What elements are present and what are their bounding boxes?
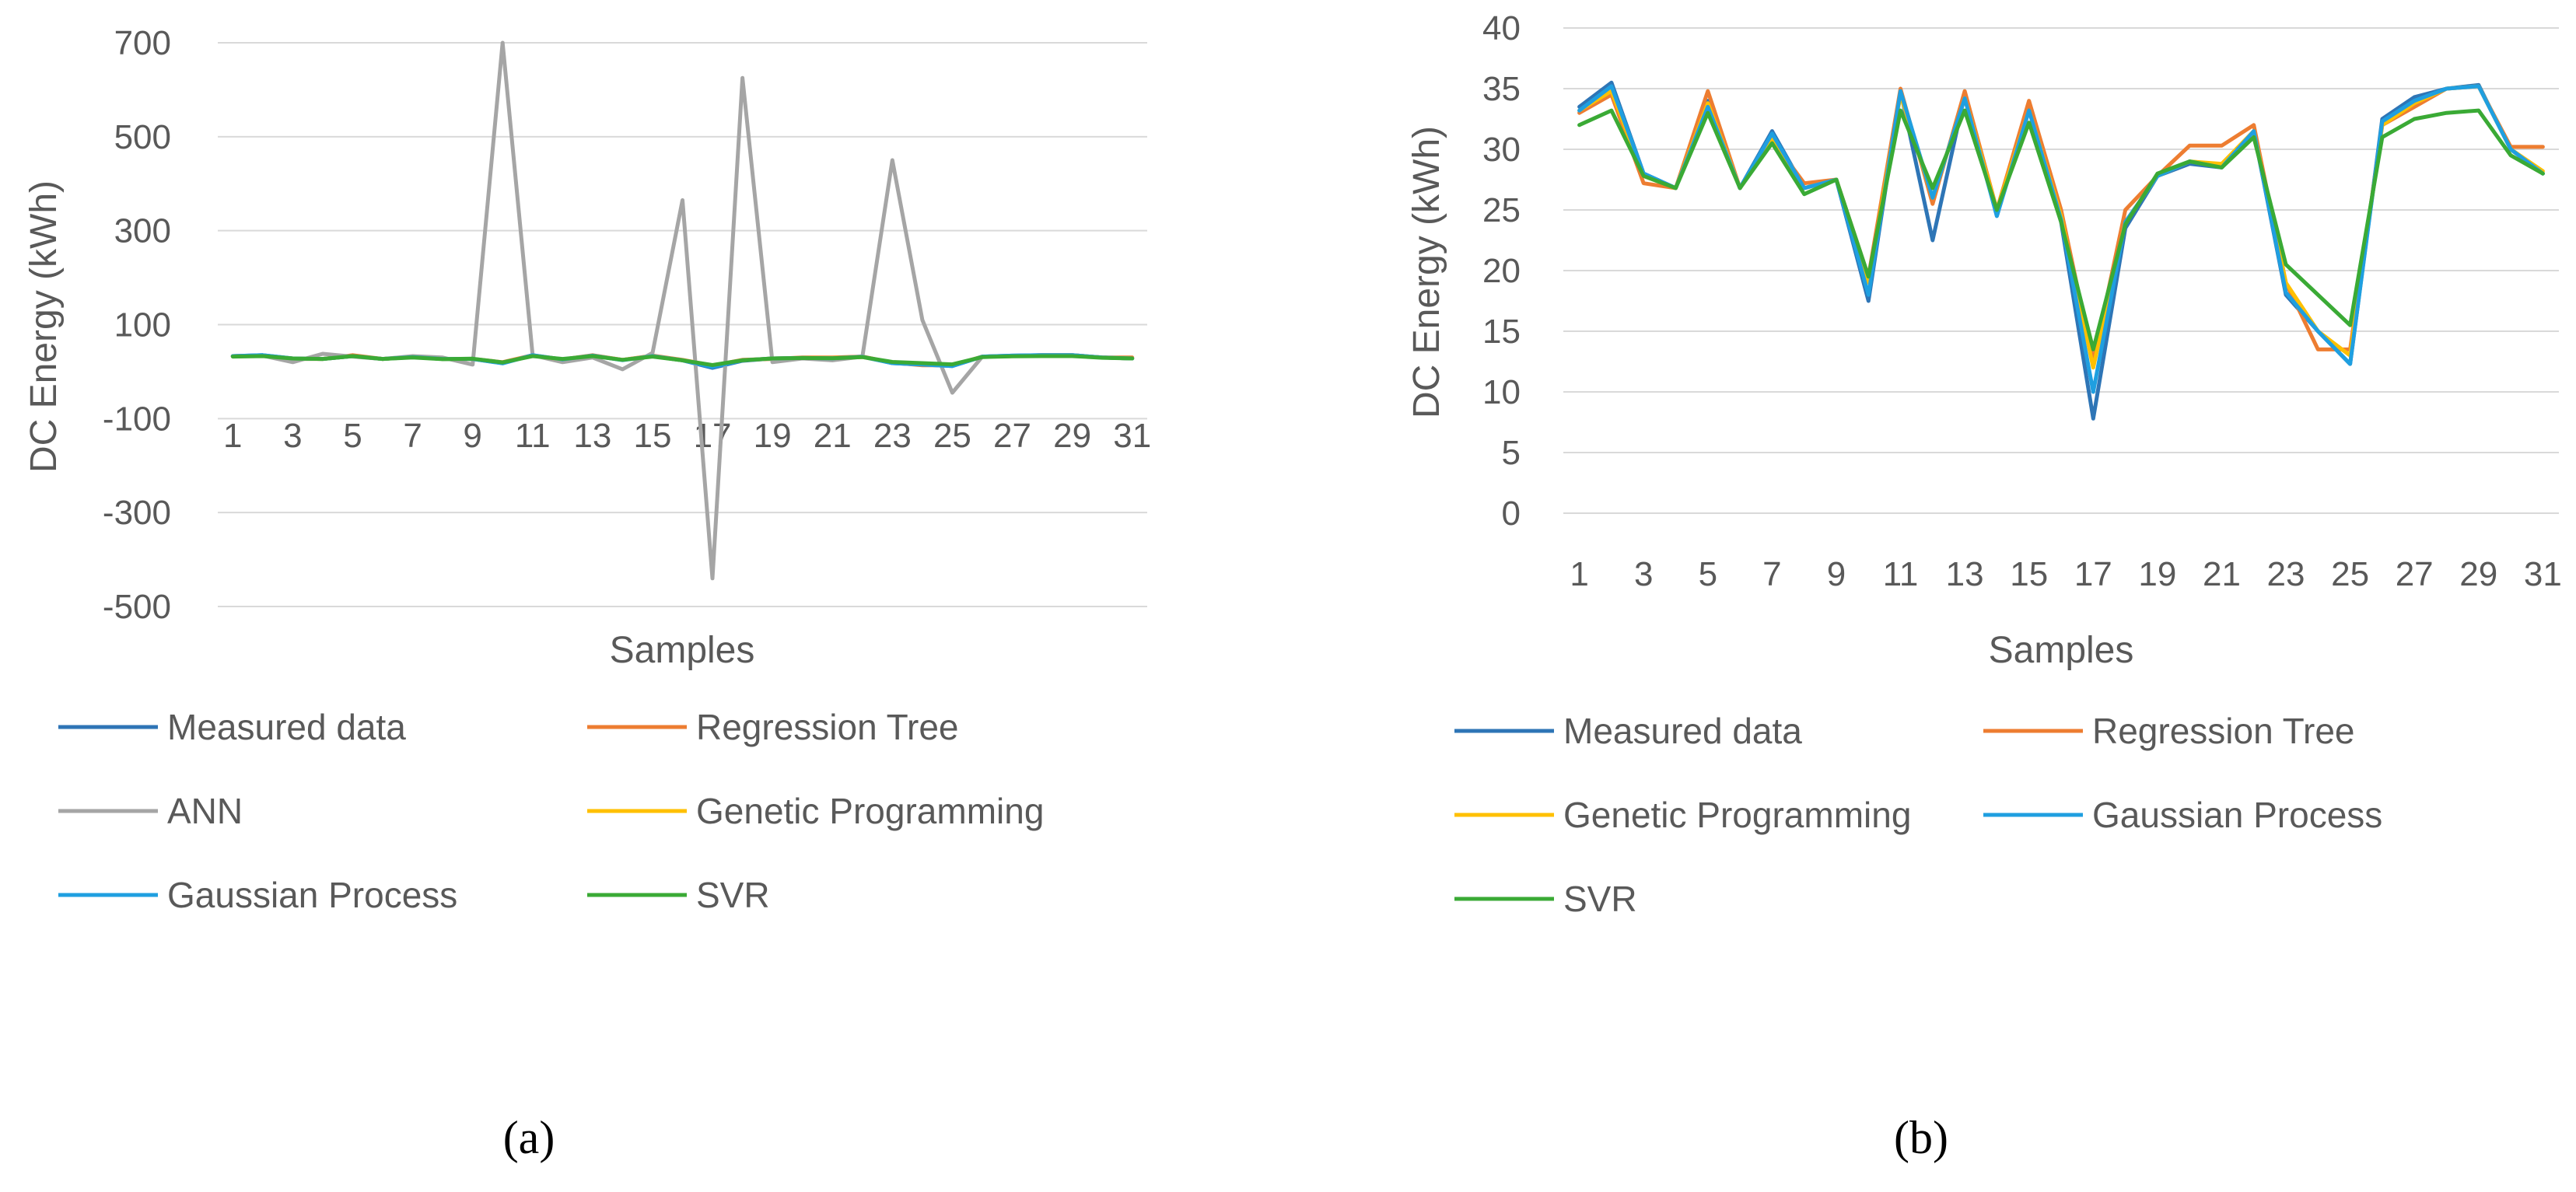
- x-tick-label-a-3: 7: [403, 417, 422, 455]
- x-tick-label-a-10: 21: [814, 417, 852, 455]
- x-tick-label-b-5: 11: [1883, 555, 1919, 593]
- x-tick-label-b-1: 3: [1634, 555, 1653, 593]
- y-tick-label-a-4: -100: [103, 400, 171, 438]
- x-tick-label-b-11: 23: [2267, 555, 2305, 593]
- x-tick-label-b-8: 17: [2074, 555, 2112, 593]
- x-tick-label-a-6: 13: [573, 417, 611, 455]
- x-tick-label-b-10: 21: [2203, 555, 2241, 593]
- y-tick-label-b-5: 15: [1482, 313, 1521, 351]
- series-line-a-ann: [230, 40, 1135, 581]
- series-line-b-svr: [1577, 108, 2545, 351]
- x-tick-label-a-5: 11: [515, 417, 551, 455]
- legend-label-a-5: SVR: [696, 875, 770, 915]
- x-axis-title-a: Samples: [610, 630, 755, 671]
- y-tick-label-a-5: -300: [103, 494, 171, 532]
- x-tick-label-b-14: 29: [2459, 555, 2497, 593]
- y-tick-label-a-6: -500: [103, 588, 171, 626]
- legend-label-b-4: SVR: [1563, 879, 1637, 919]
- x-tick-label-b-9: 19: [2138, 555, 2176, 593]
- y-tick-label-b-2: 30: [1482, 131, 1521, 169]
- x-tick-label-a-14: 29: [1053, 417, 1091, 455]
- y-tick-label-b-0: 40: [1482, 9, 1521, 47]
- panel-label-b: (b): [1894, 1112, 1948, 1163]
- legend-label-a-4: Gaussian Process: [167, 875, 457, 915]
- x-tick-label-b-13: 27: [2396, 555, 2434, 593]
- legend-label-a-0: Measured data: [167, 707, 406, 747]
- x-tick-label-b-6: 13: [1946, 555, 1984, 593]
- x-tick-label-a-11: 23: [873, 417, 912, 455]
- x-tick-label-b-0: 1: [1570, 555, 1588, 593]
- x-tick-label-a-15: 31: [1113, 417, 1151, 455]
- y-tick-label-a-3: 100: [114, 306, 171, 344]
- legend-label-a-1: Regression Tree: [696, 707, 959, 747]
- legend-label-b-1: Regression Tree: [2092, 711, 2355, 751]
- series-line-b-gaussian-process: [1577, 84, 2545, 394]
- legend-label-b-2: Genetic Programming: [1563, 795, 1911, 835]
- series-line-a-svr: [230, 354, 1135, 367]
- y-tick-label-a-0: 700: [114, 24, 171, 62]
- y-tick-label-b-7: 5: [1502, 434, 1521, 472]
- x-tick-label-a-2: 5: [343, 417, 362, 455]
- x-tick-label-b-2: 5: [1699, 555, 1717, 593]
- x-tick-label-a-9: 19: [754, 417, 792, 455]
- x-tick-label-a-13: 27: [993, 417, 1031, 455]
- y-axis-title-a: DC Energy (kWh): [23, 180, 65, 473]
- x-axis-title-b: Samples: [1989, 630, 2134, 671]
- panel-label-a: (a): [503, 1112, 555, 1163]
- legend-label-a-3: Genetic Programming: [696, 791, 1044, 831]
- y-tick-label-b-1: 35: [1482, 70, 1521, 108]
- y-tick-label-b-3: 25: [1482, 191, 1521, 229]
- y-axis-title-b: DC Energy (kWh): [1406, 126, 1447, 418]
- y-tick-label-a-2: 300: [114, 212, 171, 250]
- legend-label-a-2: ANN: [167, 791, 243, 831]
- x-tick-label-a-7: 15: [633, 417, 671, 455]
- x-tick-label-a-12: 25: [933, 417, 971, 455]
- x-tick-label-b-15: 31: [2524, 555, 2562, 593]
- legend-label-b-0: Measured data: [1563, 711, 1802, 751]
- y-tick-label-a-1: 500: [114, 118, 171, 156]
- x-tick-label-a-4: 9: [463, 417, 481, 455]
- series-line-b-measured-data: [1577, 80, 2545, 421]
- legend-label-b-3: Gaussian Process: [2092, 795, 2382, 835]
- x-tick-label-b-7: 15: [2010, 555, 2048, 593]
- y-tick-label-b-6: 10: [1482, 373, 1521, 411]
- x-tick-label-a-0: 1: [223, 417, 242, 455]
- x-tick-label-b-3: 7: [1762, 555, 1781, 593]
- x-tick-label-b-12: 25: [2331, 555, 2369, 593]
- y-tick-label-b-4: 20: [1482, 252, 1521, 290]
- x-tick-label-a-1: 3: [283, 417, 302, 455]
- x-tick-label-b-4: 9: [1827, 555, 1846, 593]
- y-tick-label-b-8: 0: [1502, 495, 1521, 533]
